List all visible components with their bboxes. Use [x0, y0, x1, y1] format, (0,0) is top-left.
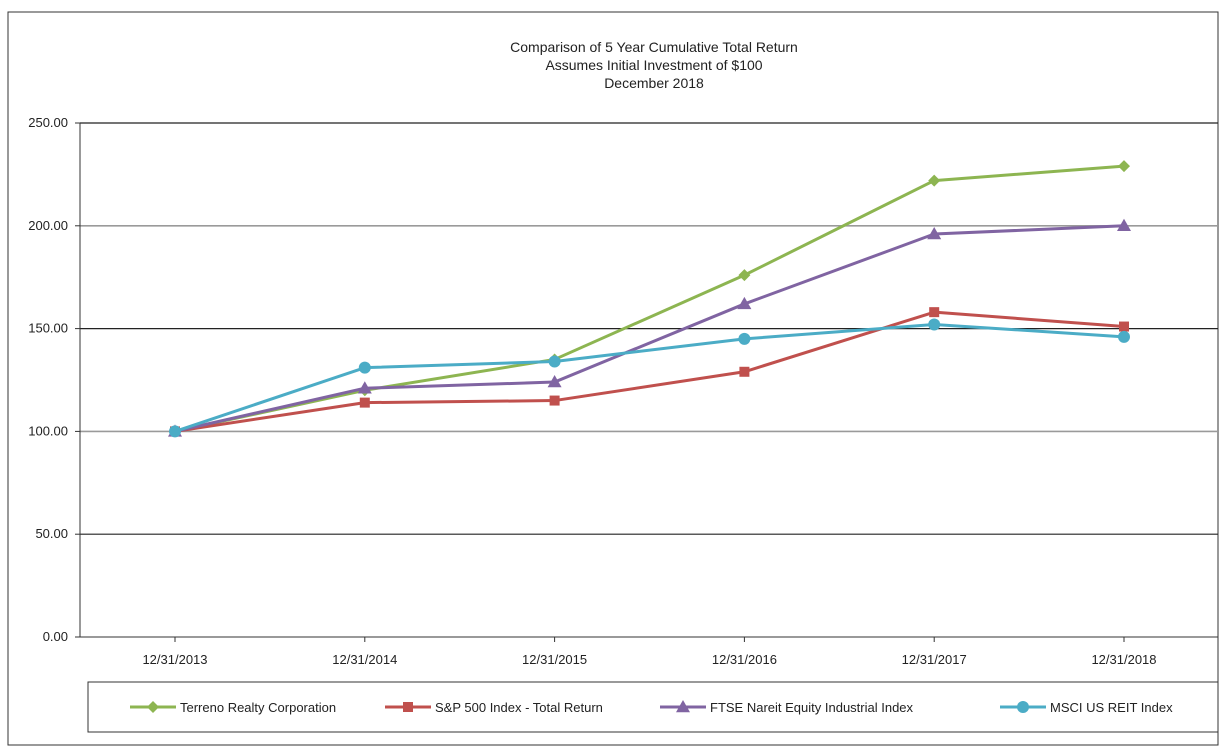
data-point-s2-3 — [737, 296, 752, 310]
series-3 — [169, 318, 1130, 438]
data-point-s1-2 — [549, 395, 560, 406]
data-point-s2-1 — [357, 381, 372, 394]
legend-label-2: FTSE Nareit Equity Industrial Index — [710, 700, 914, 715]
legend-label-3: MSCI US REIT Index — [1050, 700, 1173, 715]
data-point-s1-4 — [929, 307, 940, 318]
series-line-1 — [174, 310, 1125, 433]
x-tick-labels: 12/31/2013 12/31/2014 12/31/2015 12/31/2016… — [142, 652, 1156, 667]
data-point-s1-1 — [359, 397, 370, 408]
x-tick-label-0: 12/31/2013 — [142, 652, 207, 667]
data-point-s0-3 — [738, 269, 751, 282]
y-tick-label-2: 100.00 — [28, 423, 68, 438]
data-series — [168, 160, 1131, 438]
chart-title-line-1: Comparison of 5 Year Cumulative Total Re… — [510, 39, 798, 55]
data-point-s0-5 — [1118, 160, 1130, 173]
y-tick-labels: 0.00 50.00 100.00 150.00 200.00 250.00 — [28, 115, 68, 644]
data-point-s1-5 — [1119, 321, 1129, 332]
data-point-s3-2 — [548, 355, 561, 368]
y-tick-label-3: 150.00 — [28, 321, 68, 336]
grid-lines — [80, 122, 1218, 535]
data-point-s3-5 — [1118, 330, 1130, 343]
legend-marker-1 — [403, 702, 413, 712]
x-tick-label-2: 12/31/2015 — [522, 652, 587, 667]
data-point-s3-3 — [738, 332, 751, 345]
x-tick-label-4: 12/31/2017 — [902, 652, 967, 667]
chart-title-line-3: December 2018 — [604, 75, 704, 91]
chart-title-line-2: Assumes Initial Investment of $100 — [545, 57, 762, 73]
legend-label-0: Terreno Realty Corporation — [180, 700, 336, 715]
legend-marker-0 — [147, 701, 159, 713]
series-line-2 — [174, 224, 1125, 433]
data-point-s3-0 — [169, 425, 181, 438]
data-point-s3-4 — [928, 318, 941, 331]
x-tick-label-1: 12/31/2014 — [332, 652, 397, 667]
legend-label-1: S&P 500 Index - Total Return — [435, 700, 603, 715]
legend-box — [87, 681, 1219, 733]
legend: Terreno Realty Corporation S&P 500 Index … — [130, 700, 1173, 715]
y-tick-label-1: 50.00 — [35, 526, 68, 541]
data-point-s0-4 — [928, 174, 941, 187]
series-line-3 — [174, 322, 1125, 433]
chart-frame — [7, 11, 1219, 746]
legend-marker-2 — [676, 700, 690, 713]
legend-marker-3 — [1017, 701, 1029, 713]
data-point-s2-2 — [547, 375, 562, 388]
y-tick-label-0: 0.00 — [43, 629, 68, 644]
y-tick-label-5: 250.00 — [28, 115, 68, 130]
y-tick-label-4: 200.00 — [28, 218, 68, 233]
x-tick-label-3: 12/31/2016 — [712, 652, 777, 667]
data-point-s2-5 — [1117, 218, 1131, 232]
series-2 — [168, 218, 1131, 437]
x-tick-label-5: 12/31/2018 — [1091, 652, 1156, 667]
data-point-s3-1 — [358, 361, 371, 374]
axes — [75, 122, 1218, 642]
data-point-s2-4 — [927, 227, 942, 240]
data-point-s1-3 — [739, 366, 750, 377]
series-line-0 — [174, 164, 1125, 433]
